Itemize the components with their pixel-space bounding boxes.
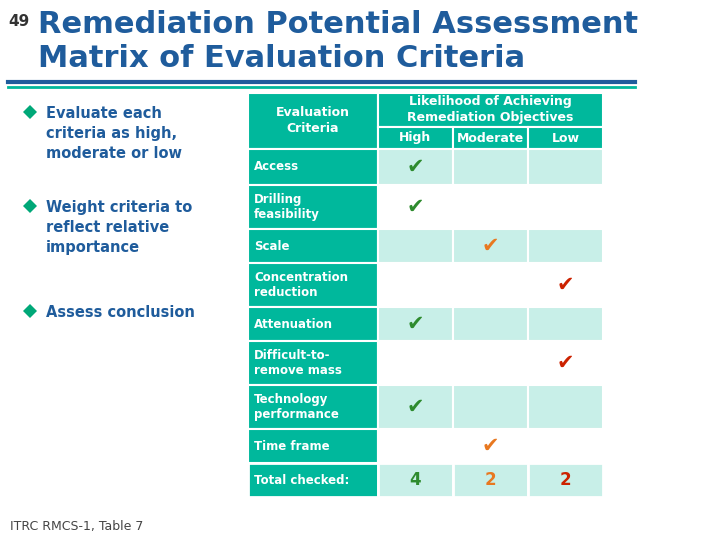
FancyBboxPatch shape xyxy=(378,149,453,185)
FancyBboxPatch shape xyxy=(378,263,453,307)
FancyBboxPatch shape xyxy=(378,385,453,429)
Text: Weight criteria to
reflect relative
importance: Weight criteria to reflect relative impo… xyxy=(46,200,192,254)
FancyBboxPatch shape xyxy=(378,185,453,229)
Text: Remediation Potential Assessment: Remediation Potential Assessment xyxy=(38,10,638,39)
Text: Matrix of Evaluation Criteria: Matrix of Evaluation Criteria xyxy=(38,44,525,73)
Text: Assess conclusion: Assess conclusion xyxy=(46,305,195,320)
FancyBboxPatch shape xyxy=(528,185,603,229)
FancyBboxPatch shape xyxy=(528,307,603,341)
Text: 4: 4 xyxy=(410,471,421,489)
Text: Evaluation
Criteria: Evaluation Criteria xyxy=(276,106,350,136)
FancyBboxPatch shape xyxy=(248,229,378,263)
FancyBboxPatch shape xyxy=(528,463,603,497)
FancyBboxPatch shape xyxy=(453,307,528,341)
Text: Concentration
reduction: Concentration reduction xyxy=(254,271,348,299)
Text: ✔: ✔ xyxy=(407,157,424,177)
Text: ✔: ✔ xyxy=(407,397,424,417)
Text: ✔: ✔ xyxy=(557,353,575,373)
FancyBboxPatch shape xyxy=(248,307,378,341)
Text: Evaluate each
criteria as high,
moderate or low: Evaluate each criteria as high, moderate… xyxy=(46,106,182,160)
Text: Drilling
feasibility: Drilling feasibility xyxy=(254,193,320,221)
FancyBboxPatch shape xyxy=(248,429,378,463)
FancyBboxPatch shape xyxy=(378,307,453,341)
Text: ✔: ✔ xyxy=(407,197,424,217)
Text: ✔: ✔ xyxy=(407,314,424,334)
FancyBboxPatch shape xyxy=(528,341,603,385)
FancyBboxPatch shape xyxy=(248,185,378,229)
Text: Difficult-to-
remove mass: Difficult-to- remove mass xyxy=(254,349,342,377)
FancyBboxPatch shape xyxy=(248,385,378,429)
FancyBboxPatch shape xyxy=(453,185,528,229)
FancyBboxPatch shape xyxy=(248,263,378,307)
Text: Low: Low xyxy=(552,132,580,145)
FancyBboxPatch shape xyxy=(528,385,603,429)
Text: ✔: ✔ xyxy=(557,275,575,295)
Text: Total checked:: Total checked: xyxy=(254,474,349,487)
FancyBboxPatch shape xyxy=(528,127,603,149)
Text: High: High xyxy=(400,132,431,145)
Text: ITRC RMCS-1, Table 7: ITRC RMCS-1, Table 7 xyxy=(10,520,143,533)
FancyBboxPatch shape xyxy=(453,149,528,185)
Text: 49: 49 xyxy=(8,14,30,29)
Text: Likelihood of Achieving
Remediation Objectives: Likelihood of Achieving Remediation Obje… xyxy=(408,96,574,125)
FancyBboxPatch shape xyxy=(453,341,528,385)
Text: Time frame: Time frame xyxy=(254,440,330,453)
FancyBboxPatch shape xyxy=(378,463,453,497)
FancyBboxPatch shape xyxy=(528,229,603,263)
FancyBboxPatch shape xyxy=(528,149,603,185)
FancyBboxPatch shape xyxy=(378,341,453,385)
FancyBboxPatch shape xyxy=(248,93,378,149)
FancyBboxPatch shape xyxy=(248,341,378,385)
Text: Moderate: Moderate xyxy=(457,132,524,145)
FancyBboxPatch shape xyxy=(453,385,528,429)
FancyBboxPatch shape xyxy=(248,463,378,497)
FancyBboxPatch shape xyxy=(453,463,528,497)
FancyBboxPatch shape xyxy=(528,429,603,463)
FancyBboxPatch shape xyxy=(378,229,453,263)
Text: 2: 2 xyxy=(485,471,496,489)
FancyBboxPatch shape xyxy=(528,263,603,307)
Text: 2: 2 xyxy=(559,471,571,489)
FancyBboxPatch shape xyxy=(378,127,453,149)
FancyBboxPatch shape xyxy=(453,263,528,307)
FancyBboxPatch shape xyxy=(378,93,603,127)
Text: Attenuation: Attenuation xyxy=(254,318,333,330)
Text: ✔: ✔ xyxy=(482,236,499,256)
FancyBboxPatch shape xyxy=(453,127,528,149)
Text: Access: Access xyxy=(254,160,299,173)
FancyBboxPatch shape xyxy=(248,149,378,185)
FancyBboxPatch shape xyxy=(453,229,528,263)
FancyBboxPatch shape xyxy=(453,429,528,463)
Text: Technology
performance: Technology performance xyxy=(254,393,339,421)
Text: ✔: ✔ xyxy=(482,436,499,456)
FancyBboxPatch shape xyxy=(378,429,453,463)
Text: Scale: Scale xyxy=(254,240,289,253)
